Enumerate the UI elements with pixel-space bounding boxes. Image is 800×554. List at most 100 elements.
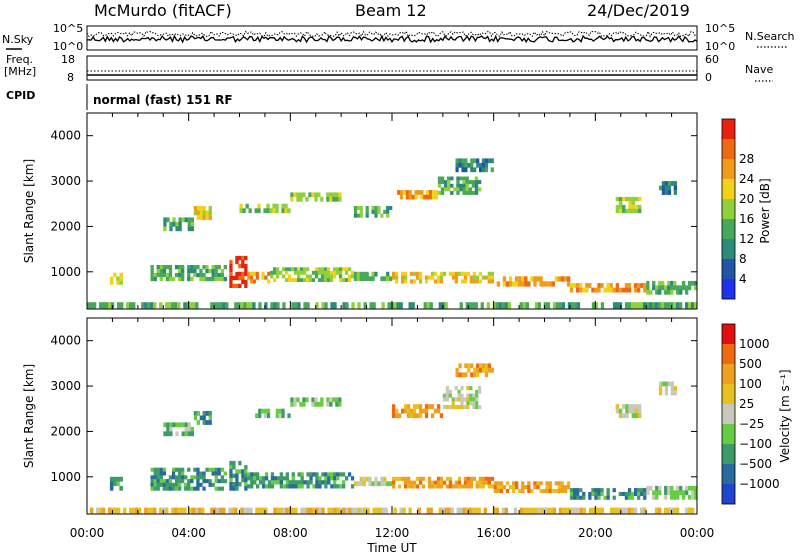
heatmap-cell: [294, 480, 298, 485]
heatmap-cell: [481, 167, 486, 173]
heatmap-cell: [389, 206, 393, 211]
heatmap-cell: [198, 507, 202, 514]
heatmap-cell: [637, 413, 642, 419]
heatmap-cell: [634, 491, 638, 496]
heatmap-cell: [238, 283, 242, 288]
heatmap-cell: [365, 476, 369, 482]
heatmap-cell: [222, 302, 226, 309]
heatmap-cell: [451, 275, 456, 280]
heatmap-cell: [247, 275, 251, 280]
heatmap-cell: [178, 475, 182, 480]
heatmap-cell: [239, 208, 243, 214]
heatmap-cell: [315, 480, 319, 485]
heatmap-cell: [618, 413, 623, 419]
heatmap-cell: [217, 276, 221, 282]
heatmap-cell: [186, 302, 190, 309]
heatmap-cell: [636, 302, 641, 309]
heatmap-cell: [214, 486, 218, 491]
heatmap-cell: [479, 167, 483, 173]
heatmap-cell: [415, 476, 420, 481]
heatmap-cell: [512, 488, 516, 493]
heatmap-cell: [199, 269, 203, 274]
heatmap-cell: [332, 267, 337, 272]
heatmap-cell: [99, 302, 103, 309]
heatmap-cell: [253, 480, 257, 485]
heatmap-cell: [153, 479, 157, 484]
heatmap-cell: [542, 488, 546, 493]
heatmap-cell: [415, 484, 420, 489]
heatmap-cell: [481, 367, 486, 373]
heatmap-cell: [281, 203, 285, 209]
heatmap-cell: [467, 363, 471, 369]
heatmap-cell: [264, 302, 268, 309]
heatmap-cell: [637, 208, 642, 214]
heatmap-cell: [178, 276, 182, 282]
heatmap-cell: [499, 481, 504, 486]
heatmap-cell: [643, 495, 647, 500]
heatmap-cell: [499, 485, 504, 490]
heatmap-cell: [508, 281, 513, 287]
heatmap-cell: [321, 302, 325, 309]
heatmap-cell: [253, 472, 257, 477]
heatmap-cell: [459, 302, 463, 309]
heatmap-cell: [193, 265, 197, 270]
heatmap-cell: [190, 265, 194, 270]
heatmap-cell: [315, 484, 319, 489]
heatmap-cell: [466, 386, 470, 391]
heatmap-cell: [168, 269, 173, 274]
heatmap-cell: [302, 397, 306, 403]
heatmap-cell: [219, 302, 223, 309]
heatmap-cell: [527, 281, 531, 287]
heatmap-cell: [437, 191, 442, 195]
heatmap-cell: [267, 480, 272, 485]
heatmap-cell: [205, 269, 209, 274]
heatmap-cell: [273, 480, 278, 485]
heatmap-cell: [235, 259, 239, 265]
heatmap-cell: [262, 484, 266, 489]
heatmap-cell: [305, 274, 310, 279]
heatmap-cell: [652, 494, 656, 500]
heatmap-cell: [171, 471, 176, 476]
heatmap-cell: [205, 215, 209, 220]
heatmap-cell: [673, 181, 677, 186]
heatmap-cell: [356, 206, 360, 211]
heatmap-cell: [667, 289, 671, 295]
heatmap-cell: [306, 472, 310, 477]
heatmap-cell: [113, 481, 117, 487]
heatmap-cell: [285, 476, 289, 481]
heatmap-cell: [652, 280, 656, 286]
heatmap-cell: [153, 486, 157, 491]
heatmap-cell: [462, 180, 466, 184]
heatmap-cell: [244, 486, 248, 491]
heatmap-cell: [631, 408, 636, 414]
heatmap-cell: [178, 482, 182, 487]
heatmap-cell: [383, 481, 387, 487]
heatmap-cell: [691, 490, 695, 496]
heatmap-cell: [398, 413, 402, 419]
heatmap-cell: [275, 208, 279, 214]
heatmap-cell: [546, 507, 551, 514]
heatmap-cell: [637, 204, 642, 210]
colorbar-swatch: [722, 219, 735, 240]
heatmap-cell: [679, 285, 683, 291]
heatmap-cell: [658, 280, 662, 286]
heatmap-cell: [545, 488, 549, 493]
heatmap-cell: [504, 507, 508, 514]
heatmap-cell: [347, 472, 352, 477]
heatmap-cell: [223, 265, 227, 270]
heatmap-cell: [502, 276, 507, 282]
heatmap-cell: [389, 276, 393, 282]
heatmap-cell: [490, 158, 494, 164]
heatmap-cell: [314, 196, 318, 202]
heatmap-cell: [670, 494, 674, 500]
heatmap-cell: [594, 287, 598, 293]
heatmap-cell: [465, 191, 469, 195]
heatmap-cell: [634, 196, 639, 202]
heatmap-cell: [472, 397, 476, 402]
heatmap-cell: [341, 278, 346, 282]
heatmap-cell: [612, 287, 616, 293]
velocity-colorbar-tick: −25: [739, 417, 764, 431]
heatmap-cell: [670, 285, 674, 291]
heatmap-cell: [515, 481, 519, 486]
heatmap-cell: [338, 270, 343, 275]
